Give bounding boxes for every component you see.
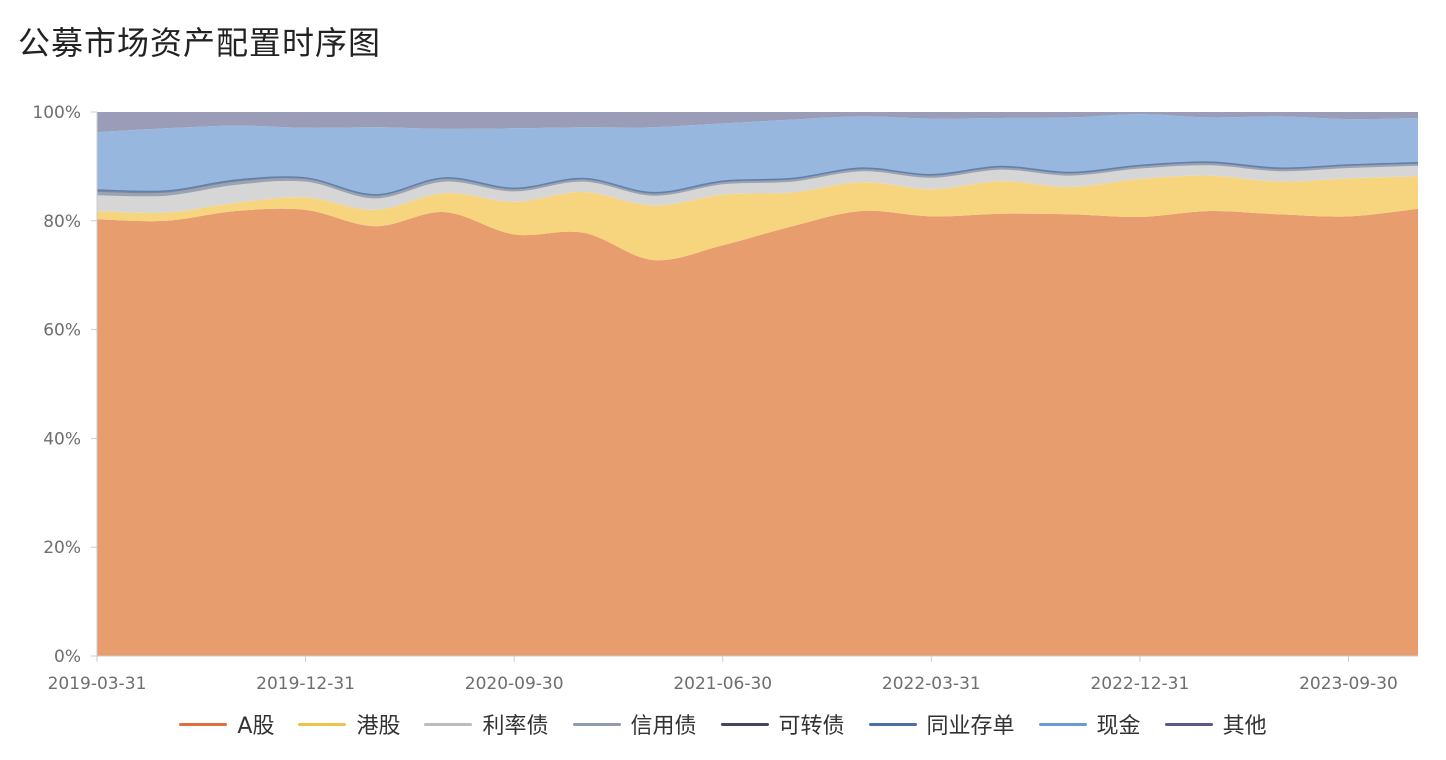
legend-swatch bbox=[298, 722, 347, 726]
line-信用债 bbox=[96, 163, 1419, 197]
legend-item[interactable]: 同业存单 bbox=[868, 708, 1015, 740]
x-tick-label: 2022-03-31 bbox=[882, 674, 981, 694]
legend-label: 可转债 bbox=[778, 714, 845, 739]
x-tick-label: 2020-09-30 bbox=[465, 674, 564, 694]
legend-item[interactable]: 利率债 bbox=[424, 708, 549, 740]
legend-swatch bbox=[1164, 722, 1213, 726]
legend-item[interactable]: 港股 bbox=[298, 708, 400, 740]
area-其他 bbox=[97, 112, 1418, 133]
x-tick-label: 2021-06-30 bbox=[673, 674, 772, 694]
y-tick-label: 0% bbox=[54, 647, 81, 667]
area-现金 bbox=[97, 114, 1418, 195]
legend-swatch bbox=[1038, 722, 1087, 726]
legend-item[interactable]: 现金 bbox=[1038, 708, 1141, 740]
x-tick-label: 2023-09-30 bbox=[1299, 674, 1398, 694]
line-同业存单 bbox=[96, 161, 1419, 196]
legend-item[interactable]: 信用债 bbox=[572, 708, 697, 740]
series-lines bbox=[96, 161, 1419, 200]
legend-item[interactable]: 其他 bbox=[1164, 708, 1267, 740]
axes: 0% 20% 40% 60% 80% 100% 2019-03-31 2019-12-31 20… bbox=[32, 103, 1418, 694]
legend-swatch bbox=[179, 722, 228, 726]
y-tick-label: 100% bbox=[32, 103, 81, 123]
legend-item[interactable]: 可转债 bbox=[720, 708, 845, 740]
y-tick-label: 80% bbox=[43, 212, 81, 232]
page-title: 公募市场资产配置时序图 bbox=[18, 24, 382, 62]
series-areas bbox=[97, 112, 1418, 656]
y-tick-label: 60% bbox=[43, 321, 81, 341]
x-tick-label: 2019-12-31 bbox=[256, 674, 355, 694]
y-tick-label: 20% bbox=[43, 538, 81, 558]
legend-item[interactable]: A股 bbox=[179, 708, 274, 740]
chart-legend: A股 港股 利率债 信用债 可转债 同业存单 现金 其他 bbox=[0, 708, 1446, 740]
area-利率债 bbox=[97, 165, 1418, 214]
legend-swatch bbox=[572, 722, 621, 726]
area-chart: 0% 20% 40% 60% 80% 100% 2019-03-31 2019-12-31 20… bbox=[32, 103, 1419, 694]
area-港股 bbox=[97, 175, 1418, 261]
legend-label: 信用债 bbox=[630, 714, 697, 739]
legend-label: 港股 bbox=[356, 714, 401, 739]
legend-swatch bbox=[868, 722, 917, 726]
legend-label: 其他 bbox=[1222, 714, 1267, 739]
x-tick-label: 2022-12-31 bbox=[1090, 674, 1189, 694]
area-A股 bbox=[97, 208, 1418, 656]
legend-label: 同业存单 bbox=[926, 714, 1015, 739]
x-tick-label: 2019-03-31 bbox=[48, 674, 147, 694]
legend-label: 利率债 bbox=[482, 714, 549, 739]
legend-swatch bbox=[424, 722, 473, 726]
line-利率债 bbox=[96, 165, 1419, 200]
y-tick-label: 40% bbox=[43, 429, 81, 449]
legend-swatch bbox=[720, 722, 769, 726]
legend-label: 现金 bbox=[1096, 714, 1141, 739]
legend-label: A股 bbox=[237, 714, 275, 739]
